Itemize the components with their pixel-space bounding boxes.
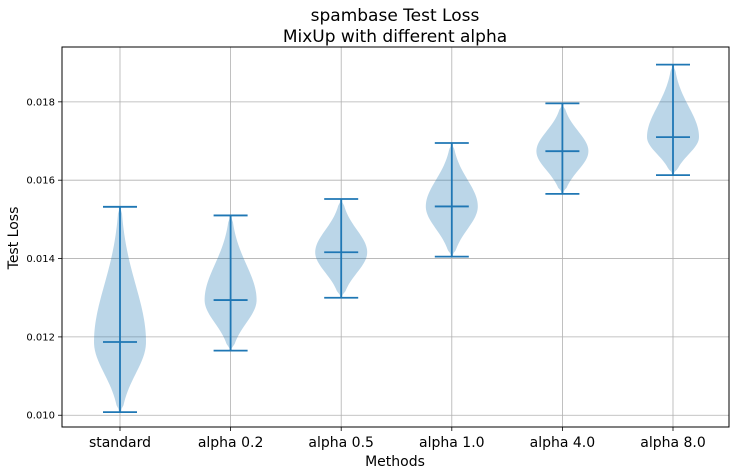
x-tick-label: alpha 0.5 bbox=[308, 435, 374, 451]
grid bbox=[62, 47, 729, 427]
y-tick-label: 0.010 bbox=[26, 411, 55, 422]
y-tick-label: 0.018 bbox=[26, 97, 55, 108]
x-tick-label: alpha 4.0 bbox=[530, 435, 596, 451]
chart-title-line-2: MixUp with different alpha bbox=[283, 27, 507, 47]
x-axis-label: Methods bbox=[365, 454, 425, 470]
y-axis-label: Test Loss bbox=[6, 207, 22, 271]
violins bbox=[94, 63, 699, 414]
y-tick-label: 0.016 bbox=[26, 176, 55, 187]
x-tick-label: alpha 1.0 bbox=[419, 435, 485, 451]
x-axis-ticks: standard alpha 0.2 alpha 0.5 alpha 1.0 alpha… bbox=[89, 427, 706, 451]
x-tick-label: alpha 0.2 bbox=[198, 435, 264, 451]
plot-frame bbox=[61, 46, 730, 428]
x-tick-label: alpha 8.0 bbox=[640, 435, 706, 451]
y-tick-label: 0.014 bbox=[26, 254, 55, 265]
x-tick-label: standard bbox=[89, 435, 151, 451]
chart-title-line-1: spambase Test Loss bbox=[311, 6, 480, 26]
y-tick-label: 0.012 bbox=[26, 332, 55, 343]
y-axis-ticks: 0.010 0.012 0.014 0.016 0.018 bbox=[26, 97, 62, 422]
